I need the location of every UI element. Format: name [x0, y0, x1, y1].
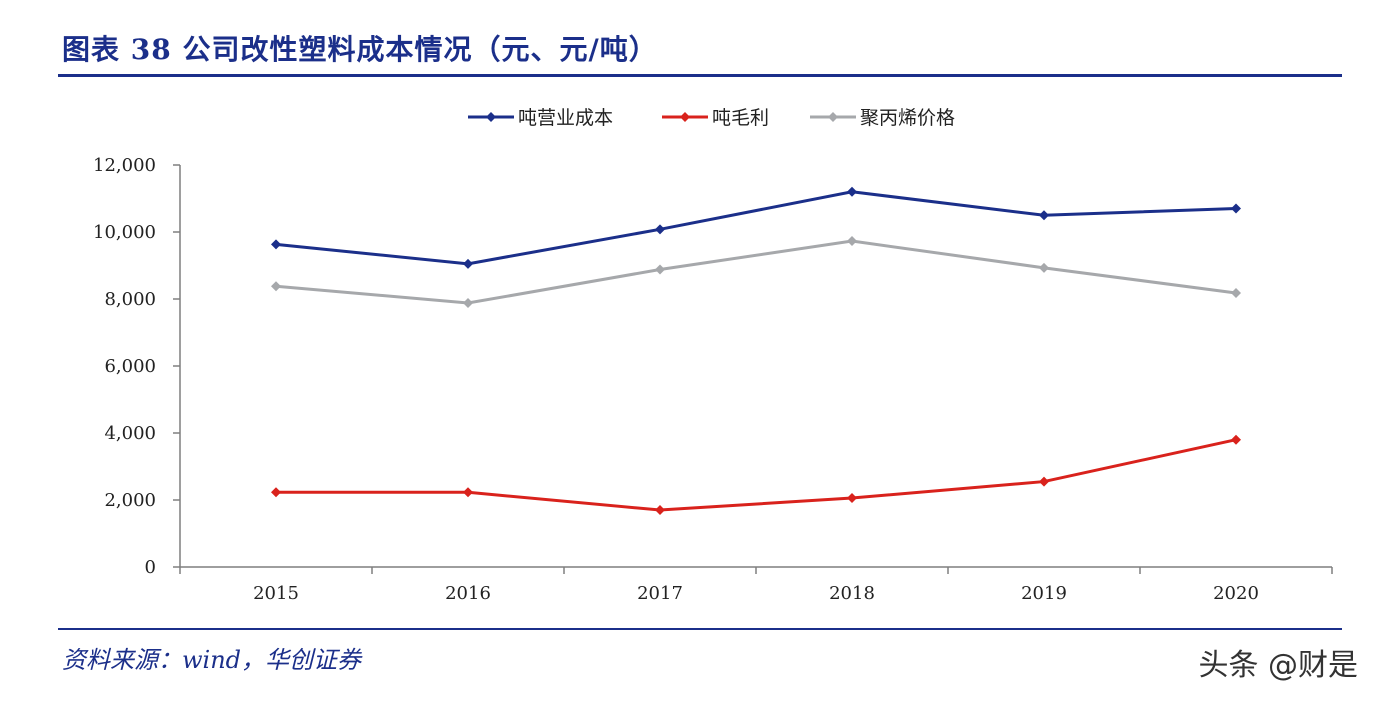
x-tick-label: 2018 — [829, 583, 875, 604]
source-note: 资料来源：wind，华创证券 — [62, 646, 362, 674]
legend-marker — [828, 112, 838, 122]
y-tick-label: 2,000 — [104, 490, 156, 511]
data-point — [655, 264, 665, 275]
x-tick-label: 2016 — [445, 583, 491, 604]
legend-label: 吨毛利 — [712, 107, 769, 129]
data-point — [655, 505, 665, 516]
data-point — [463, 258, 473, 269]
series-1 — [271, 434, 1241, 516]
y-tick-label: 6,000 — [104, 356, 156, 377]
data-point — [847, 236, 857, 247]
data-point — [463, 298, 473, 309]
y-tick-label: 8,000 — [104, 289, 156, 310]
legend-item: 吨毛利 — [662, 107, 769, 129]
legend-label: 吨营业成本 — [518, 107, 613, 129]
legend: 吨营业成本 吨毛利 聚丙烯价格 — [468, 107, 955, 129]
data-point — [271, 487, 281, 498]
data-point — [847, 492, 857, 503]
data-point — [1039, 262, 1049, 273]
legend-marker — [680, 112, 690, 122]
data-point — [655, 224, 665, 235]
x-tick-label: 2015 — [253, 583, 299, 604]
x-tick-label: 2019 — [1021, 583, 1067, 604]
watermark: 头条 @财是 — [1198, 648, 1358, 683]
legend-marker — [486, 112, 496, 122]
data-point — [1039, 210, 1049, 221]
x-tick-label: 2017 — [637, 583, 683, 604]
data-point — [1039, 476, 1049, 487]
y-tick-label: 10,000 — [93, 222, 156, 243]
series-2 — [271, 236, 1241, 309]
axes: 0 2,000 4,000 6,000 8,000 10,000 12,000 2015 201… — [93, 155, 1333, 604]
series-group — [271, 186, 1241, 516]
legend-label: 聚丙烯价格 — [860, 107, 955, 129]
series-0 — [271, 186, 1241, 269]
source-divider — [58, 628, 1342, 630]
data-point — [271, 281, 281, 292]
series-line — [275, 190, 1237, 266]
data-point — [1231, 203, 1241, 214]
title-divider — [58, 74, 1342, 77]
y-tick-label: 12,000 — [93, 155, 156, 176]
legend-item: 吨营业成本 — [468, 107, 613, 129]
data-point — [1231, 287, 1241, 298]
chart-title: 图表 38 公司改性塑料成本情况（元、元/吨） — [62, 33, 658, 66]
data-point — [1231, 434, 1241, 445]
y-tick-label: 4,000 — [104, 423, 156, 444]
y-tick-label: 0 — [145, 557, 156, 578]
series-line — [276, 438, 1237, 512]
data-point — [271, 239, 281, 250]
data-point — [463, 487, 473, 498]
legend-item: 聚丙烯价格 — [810, 107, 955, 129]
x-tick-label: 2020 — [1213, 583, 1259, 604]
data-point — [847, 186, 857, 197]
series-line — [275, 239, 1237, 305]
